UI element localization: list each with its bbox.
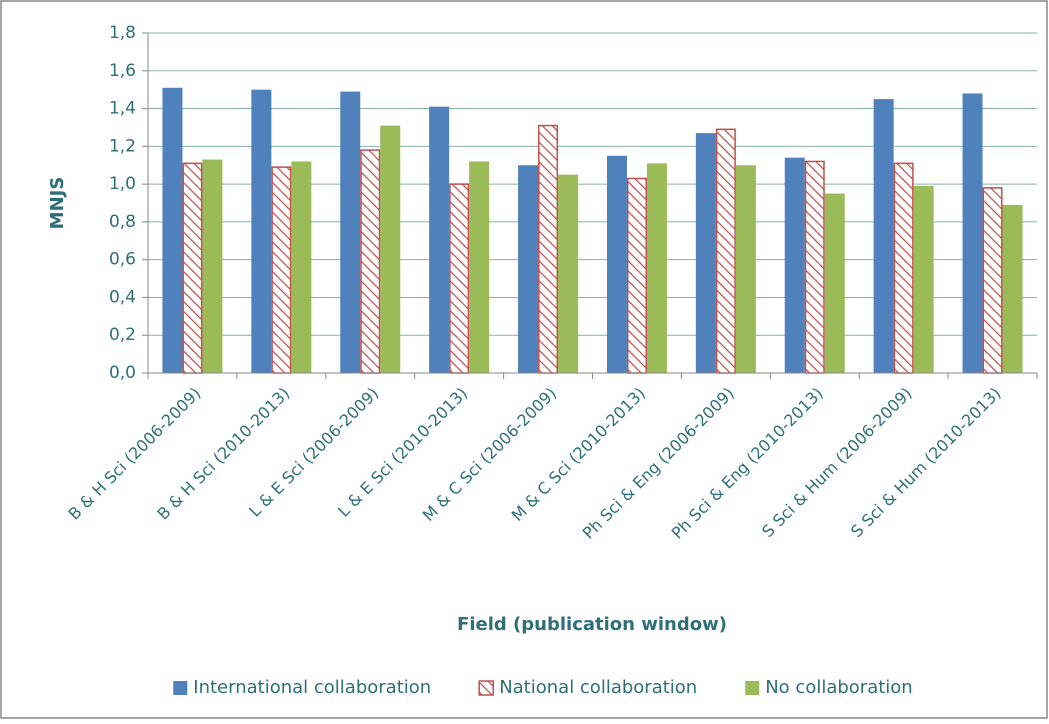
- legend-item: No collaboration: [745, 677, 913, 698]
- bar: [182, 162, 203, 374]
- bar: [626, 177, 647, 374]
- y-tick-label: 1,0: [109, 174, 136, 194]
- bar: [962, 93, 983, 373]
- bar: [380, 125, 401, 373]
- legend-label: No collaboration: [765, 677, 913, 698]
- legend-label: International collaboration: [193, 677, 431, 698]
- bar: [715, 128, 736, 374]
- bar: [873, 99, 894, 373]
- bar: [646, 163, 667, 373]
- bar: [1002, 204, 1023, 373]
- bar: [982, 187, 1003, 374]
- bar: [469, 161, 490, 373]
- bar: [735, 165, 756, 373]
- bar: [538, 124, 559, 374]
- bar: [893, 162, 914, 374]
- bar: [291, 161, 312, 373]
- legend-item: National collaboration: [478, 677, 697, 698]
- bar: [271, 166, 292, 374]
- legend-swatch: [745, 681, 760, 695]
- bar: [340, 91, 361, 374]
- bar: [824, 193, 845, 373]
- y-tick-label: 1,4: [109, 99, 136, 119]
- bar: [429, 106, 450, 374]
- y-tick-label: 1,8: [109, 23, 136, 43]
- legend-item: International collaboration: [173, 677, 431, 698]
- bar: [606, 155, 627, 373]
- bar: [162, 87, 183, 374]
- bar: [558, 174, 579, 373]
- bar: [784, 157, 805, 373]
- bar: [804, 160, 825, 374]
- bar: [913, 186, 934, 373]
- y-tick-label: 0,4: [109, 287, 136, 307]
- y-tick-label: 0,2: [109, 325, 136, 345]
- bar: [251, 89, 272, 374]
- bar: [518, 165, 539, 373]
- y-tick-label: 0,0: [109, 363, 136, 383]
- y-tick-label: 0,6: [109, 250, 136, 270]
- legend-swatch: [478, 680, 494, 696]
- y-tick-label: 1,6: [109, 61, 136, 81]
- bar: [449, 183, 470, 374]
- y-tick-label: 0,8: [109, 212, 136, 232]
- bar: [695, 133, 716, 373]
- bar: [202, 159, 223, 373]
- y-axis-title: MNJS: [47, 177, 68, 230]
- legend-label: National collaboration: [499, 677, 697, 698]
- y-tick-label: 1,2: [109, 136, 136, 156]
- bar: [360, 149, 381, 374]
- legend-swatch: [173, 681, 188, 695]
- x-axis-title: Field (publication window): [457, 614, 727, 635]
